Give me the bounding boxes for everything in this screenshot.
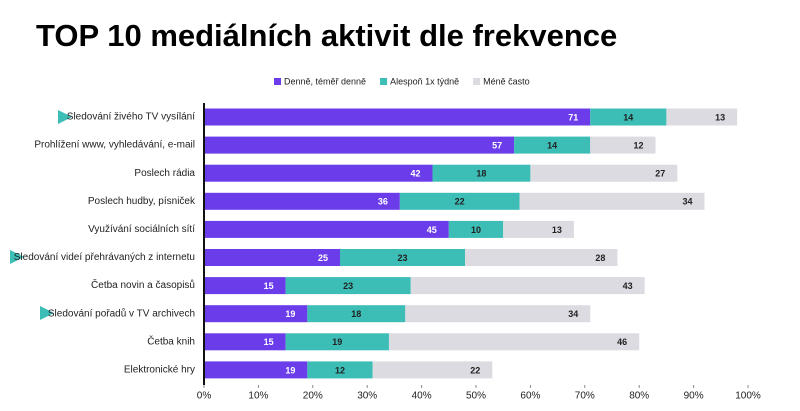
x-tick-label: 100%: [735, 391, 761, 402]
category-label: Sledování pořadů v TV archivech: [48, 307, 195, 319]
x-tick-label: 30%: [357, 391, 377, 402]
value-label: 27: [655, 169, 665, 179]
bar-segment: [204, 249, 340, 266]
x-tick-label: 70%: [575, 391, 595, 402]
bar-segment: [448, 220, 504, 238]
x-tick-label: 80%: [629, 391, 649, 402]
category-label: Elektronické hry: [124, 365, 195, 376]
value-label: 12: [634, 140, 644, 150]
bar-segment: [285, 333, 389, 351]
value-label: 12: [335, 365, 345, 375]
x-tick-label: 0%: [197, 391, 212, 402]
highlight-marker: [10, 250, 24, 264]
value-label: 23: [398, 253, 408, 263]
bar-segment: [204, 277, 286, 295]
category-label: Poslech hudby, písniček: [88, 196, 196, 207]
x-tick-label: 10%: [248, 391, 268, 402]
x-tick-label: 20%: [303, 391, 323, 402]
value-label: 15: [264, 281, 274, 291]
bar-segment: [465, 249, 618, 266]
value-label: 42: [410, 169, 420, 179]
bar-segment: [204, 333, 286, 351]
x-tick-label: 60%: [520, 391, 540, 402]
bar-segment: [372, 361, 493, 379]
bar-segment: [530, 164, 678, 182]
value-label: 14: [547, 140, 557, 150]
bar-segment: [204, 305, 308, 323]
bar-segment: [285, 277, 411, 295]
legend-label: Alespoň 1x týdně: [390, 76, 459, 86]
value-label: 10: [471, 225, 481, 235]
bar-segment: [204, 220, 449, 238]
value-label: 25: [318, 253, 328, 263]
bar-segment: [405, 305, 591, 323]
value-label: 34: [568, 309, 578, 319]
bar-segment: [666, 108, 738, 126]
legend-swatch: [274, 78, 281, 85]
value-label: 19: [285, 309, 295, 319]
bar-segment: [388, 333, 640, 351]
category-label: Využívání sociálních sítí: [88, 224, 195, 235]
value-label: 45: [427, 225, 437, 235]
bar-segment: [590, 136, 656, 154]
value-label: 13: [552, 225, 562, 235]
x-tick-label: 50%: [466, 391, 486, 402]
bar-segment: [307, 305, 406, 323]
bar-segment: [590, 108, 667, 126]
value-label: 22: [455, 197, 465, 207]
legend-swatch: [380, 78, 388, 85]
value-label: 19: [285, 365, 295, 375]
category-label: Sledování živého TV vysílání: [67, 112, 195, 123]
value-label: 15: [264, 337, 274, 347]
category-label: Prohlížení www, vyhledávání, e-mail: [34, 140, 195, 151]
bar-segment: [410, 277, 645, 295]
bar-segment: [204, 361, 308, 379]
x-tick-label: 40%: [412, 391, 432, 402]
legend-label: Denně, téměř denně: [284, 76, 366, 86]
value-label: 13: [715, 112, 725, 122]
bar-segment: [432, 164, 531, 182]
value-label: 36: [378, 197, 388, 207]
category-label: Poslech rádia: [134, 168, 195, 179]
value-label: 28: [595, 253, 605, 263]
value-label: 14: [623, 112, 633, 122]
value-label: 46: [617, 337, 627, 347]
legend-label: Méně často: [483, 76, 530, 86]
bar-segment: [519, 192, 705, 210]
value-label: 19: [332, 337, 342, 347]
bar-segment: [204, 136, 515, 154]
highlight-marker: [40, 306, 54, 320]
value-label: 22: [470, 365, 480, 375]
bar-segment: [503, 220, 574, 238]
highlight-marker: [58, 110, 72, 124]
bar-segment: [307, 361, 373, 379]
bar-segment: [204, 108, 591, 126]
value-label: 34: [682, 197, 692, 207]
x-tick-label: 90%: [684, 391, 704, 402]
value-label: 43: [623, 281, 633, 291]
value-label: 57: [492, 140, 502, 150]
bar-segment: [514, 136, 591, 154]
bar-segment: [340, 249, 466, 266]
bar-segment: [204, 192, 400, 210]
category-label: Četba knih: [147, 334, 195, 347]
value-label: 23: [343, 281, 353, 291]
value-label: 71: [568, 112, 578, 122]
chart-title: TOP 10 mediálních aktivit dle frekvence: [36, 18, 617, 53]
legend-swatch: [473, 78, 481, 85]
value-label: 18: [351, 309, 361, 319]
bar-segment: [204, 164, 433, 182]
value-label: 18: [476, 169, 486, 179]
category-label: Četba novin a časopisů: [91, 278, 195, 291]
category-label: Sledování videí přehrávaných z internetu: [14, 252, 195, 263]
bar-segment: [399, 192, 520, 210]
